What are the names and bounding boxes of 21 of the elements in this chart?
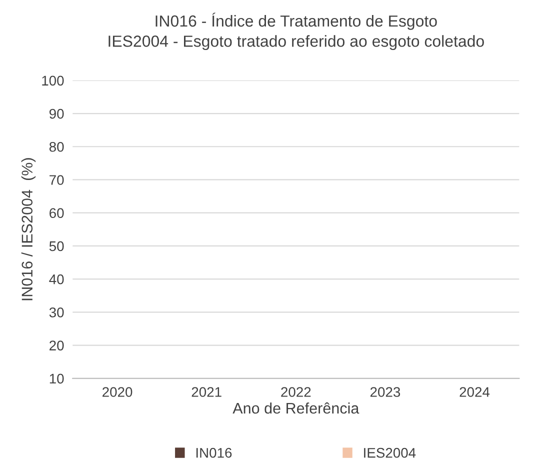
legend-label: IN016 bbox=[196, 448, 232, 458]
chart-subtitle: IES2004 - Esgoto tratado referido ao esgoto coletado bbox=[108, 35, 484, 50]
y-tick-label: 60 bbox=[50, 208, 64, 218]
legend-label: IES2004 bbox=[364, 448, 416, 458]
chart-title: IN016 - Índice de Tratamento de Esgoto bbox=[156, 12, 437, 30]
x-tick-label: 2024 bbox=[460, 387, 490, 397]
x-tick-label: 2020 bbox=[102, 387, 132, 397]
y-tick-label: 30 bbox=[49, 308, 64, 318]
y-tick-label: 100 bbox=[42, 76, 64, 86]
y-tick-label: 80 bbox=[49, 142, 64, 152]
x-axis-title: Ano de Referência bbox=[232, 402, 360, 414]
x-tick-label: 2021 bbox=[192, 387, 222, 397]
y-tick-label: 20 bbox=[50, 340, 64, 350]
x-tick-label: 2022 bbox=[281, 387, 311, 397]
y-tick-label: 90 bbox=[50, 108, 64, 119]
y-axis-title: IN016 / IES2004 (%) bbox=[21, 158, 36, 300]
x-tick-label: 2023 bbox=[370, 387, 400, 397]
y-tick-label: 10 bbox=[50, 374, 64, 384]
y-tick-label: 40 bbox=[49, 274, 64, 284]
y-tick-label: 50 bbox=[49, 241, 64, 252]
y-tick-label: 70 bbox=[50, 175, 64, 185]
